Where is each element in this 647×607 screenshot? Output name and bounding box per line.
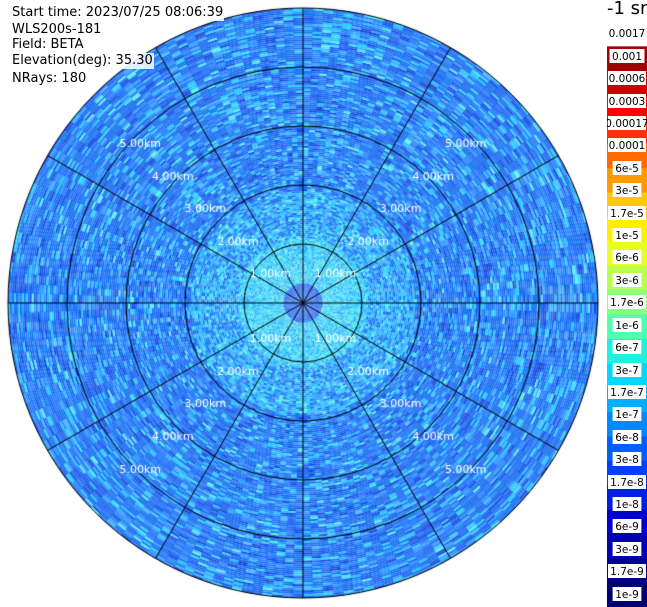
colorbar-tick-bg bbox=[608, 94, 646, 108]
colorbar-tick-label: 1.7e-7 bbox=[610, 387, 644, 399]
colorbar-tick-bg bbox=[612, 273, 642, 287]
colorbar-tick-bg bbox=[608, 206, 646, 220]
colorbar-tick-bg bbox=[608, 138, 646, 152]
colorbar: 0.0017 0.001 0.0006 0.0003 0.00017 0.0001 6e-5… bbox=[607, 22, 647, 607]
colorbar-tick-label: 1.7e-8 bbox=[610, 477, 644, 489]
instrument-label: WLS200s-181 bbox=[11, 22, 103, 38]
colorbar-tick-bg bbox=[612, 161, 642, 175]
colorbar-tick-label: 3e-6 bbox=[615, 275, 639, 287]
colorbar-tick-label: 6e-7 bbox=[615, 342, 639, 354]
colorbar-tick-label: 0.0017 bbox=[609, 28, 646, 40]
colorbar-tick-label: 1e-7 bbox=[615, 409, 639, 421]
colorbar-tick-bg bbox=[612, 340, 642, 354]
colorbar-tick-bg bbox=[608, 564, 646, 578]
colorbar-tick-bg bbox=[612, 407, 642, 421]
colorbar-tick-label: 0.00017 bbox=[607, 118, 647, 130]
colorbar-tick-label: 6e-8 bbox=[615, 432, 639, 444]
colorbar-tick-label: 1.7e-6 bbox=[610, 297, 644, 309]
colorbar-tick-label: 0.0001 bbox=[609, 140, 646, 152]
colorbar-tick-label: 3e-9 bbox=[615, 544, 639, 556]
colorbar-tick-bg bbox=[608, 475, 646, 489]
colorbar-tick-bg bbox=[612, 430, 642, 444]
colorbar-tick-bg bbox=[608, 295, 646, 309]
colorbar-tick-bg bbox=[612, 497, 642, 511]
colorbar-tick-bg bbox=[612, 250, 642, 264]
colorbar-tick-label: 0.0003 bbox=[609, 96, 646, 108]
colorbar-tick-bg bbox=[612, 363, 642, 377]
colorbar-tick-label: 1.7e-5 bbox=[610, 208, 644, 220]
colorbar-tick-label: 1.7e-9 bbox=[610, 566, 644, 578]
colorbar-tick-label: 0.0006 bbox=[609, 73, 646, 85]
elevation-label: Elevation(deg): 35.30 bbox=[11, 53, 154, 69]
colorbar-tick-bg bbox=[612, 452, 642, 466]
colorbar-tick-bg bbox=[612, 183, 642, 197]
colorbar-tick-label: 1e-9 bbox=[615, 589, 639, 601]
colorbar-tick-label: 6e-5 bbox=[615, 163, 639, 175]
colorbar-tick-label: 1e-5 bbox=[615, 230, 639, 242]
colorbar-title: -1 sr bbox=[607, 0, 647, 19]
colorbar-tick-label: 6e-6 bbox=[615, 252, 639, 264]
colorbar-tick-bg bbox=[609, 49, 645, 63]
colorbar-tick-bg bbox=[612, 318, 642, 332]
colorbar-tick-bg bbox=[608, 116, 646, 130]
ppi-scan-canvas bbox=[0, 0, 607, 607]
nrays-label: NRays: 180 bbox=[11, 71, 88, 87]
start-time-label: Start time: 2023/07/25 08:06:39 bbox=[11, 5, 225, 21]
colorbar-tick-bg bbox=[608, 71, 646, 85]
colorbar-tick-label: 3e-5 bbox=[615, 185, 639, 197]
colorbar-tick-label: 3e-8 bbox=[615, 454, 639, 466]
colorbar-tick-bg bbox=[612, 587, 642, 601]
field-label: Field: BETA bbox=[11, 37, 85, 53]
colorbar-tick-label: 1e-6 bbox=[615, 320, 639, 332]
colorbar-tick-bg bbox=[612, 542, 642, 556]
colorbar-tick-label: 3e-7 bbox=[615, 365, 639, 377]
colorbar-tick-bg bbox=[608, 26, 646, 40]
colorbar-tick-bg bbox=[612, 519, 642, 533]
colorbar-tick-label: 0.001 bbox=[612, 51, 642, 63]
colorbar-tick-bg bbox=[612, 228, 642, 242]
colorbar-tick-label: 1e-8 bbox=[615, 499, 639, 511]
colorbar-tick-label: 6e-9 bbox=[615, 521, 639, 533]
colorbar-tick-bg bbox=[608, 385, 646, 399]
